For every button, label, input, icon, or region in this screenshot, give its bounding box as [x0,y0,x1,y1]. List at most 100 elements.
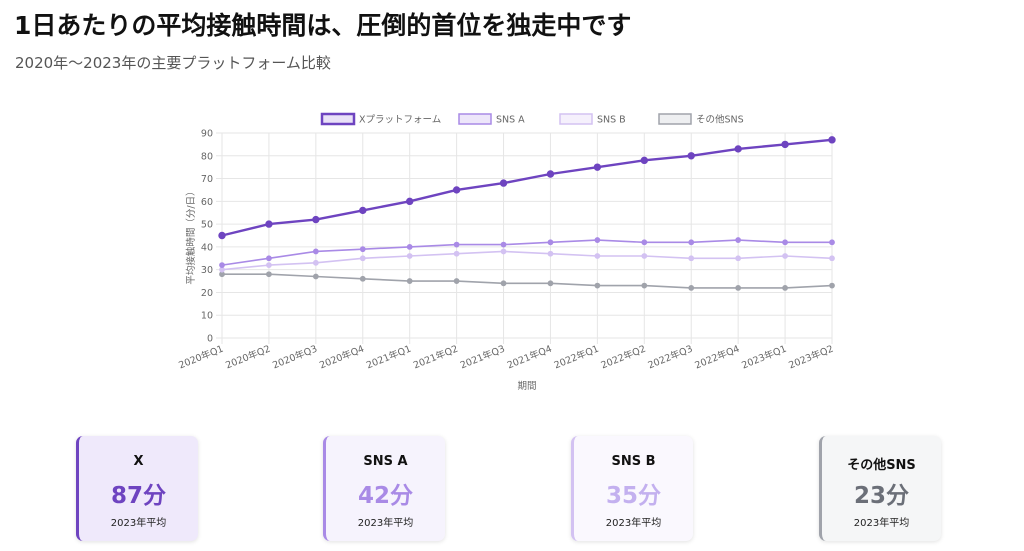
data-point [359,246,366,253]
data-point [219,262,225,269]
data-point [781,140,789,149]
card-note: 2023年平均 [357,518,414,529]
page-title: 1日あたりの平均接触時間は、圧倒的首位を独走中です [14,11,632,40]
data-point [735,237,742,243]
data-point [359,275,366,282]
card-note: 2023年平均 [853,518,910,529]
series-その他SNS [219,271,835,291]
data-point [547,250,554,257]
data-point [453,250,460,257]
data-point [641,253,648,259]
series-SNS B [219,248,835,273]
y-tick-label: 60 [201,197,213,208]
card-value: 35分 [605,483,661,509]
data-point [266,255,272,262]
series-line [221,138,833,237]
x-tick-label: 2020年Q4 [318,343,366,372]
series-SNS A [219,237,835,269]
y-tick-label: 10 [201,311,213,322]
series-Xプラットフォーム [218,136,836,240]
x-tick-label: 2023年Q1 [740,343,788,372]
data-point [266,271,272,278]
summary-card-sns-b: SNS B 35分 2023年平均 [571,436,693,541]
legend-swatch [320,112,356,126]
data-point [782,239,788,246]
y-tick-label: 70 [201,174,213,185]
data-point [688,284,695,291]
card-name: SNS B [611,454,656,469]
data-point [594,253,601,259]
data-point [547,280,554,287]
x-tick-label: 2020年Q2 [224,343,272,372]
data-point [735,255,742,262]
data-point [688,239,695,246]
y-tick-label: 50 [201,220,213,231]
data-point [594,282,601,289]
chart-legend: Xプラットフォーム SNS A SNS B その他SNS [320,112,744,126]
data-point [452,186,461,194]
data-point [500,248,507,255]
page-subtitle: 2020年〜2023年の主要プラットフォーム比較 [15,54,331,72]
data-point [218,231,226,240]
card-name: その他SNS [847,458,916,473]
data-point [829,282,835,289]
line-chart: 0 10 20 30 40 50 60 70 80 90 2020年Q1 2020年Q2 2020年Q3… [177,112,836,392]
legend-label: その他SNS [696,114,744,126]
series-line [221,250,833,271]
data-point [266,262,272,269]
x-axis-label: 期間 [517,381,536,392]
x-tick-label: 2021年Q2 [411,343,459,372]
y-tick-label: 80 [201,151,213,162]
x-tick-label: 2022年Q4 [693,343,741,372]
data-point [405,197,414,206]
data-point [640,156,649,165]
data-point [312,273,319,280]
card-value: 87分 [110,483,166,509]
y-tick-label: 40 [201,242,213,253]
data-point [312,259,319,266]
data-point [312,248,319,255]
data-point [406,253,413,259]
data-point [734,145,742,153]
x-tick-label: 2020年Q3 [271,343,319,372]
data-point [829,255,835,262]
legend-swatch [658,113,692,125]
y-tick-label: 0 [207,334,213,345]
data-point [312,215,320,224]
data-point [406,243,413,250]
data-point [547,239,554,246]
data-point [453,241,460,248]
legend-label: SNS B [597,115,626,126]
y-tick-label: 30 [201,265,213,276]
x-tick-label: 2022年Q3 [646,343,694,372]
card-value: 42分 [357,483,413,509]
x-tick-label: 2022年Q1 [552,343,600,372]
card-name: SNS A [363,454,408,469]
data-point [687,152,695,160]
data-point [406,278,413,284]
y-tick-label: 90 [201,129,213,140]
series-line [222,273,833,289]
data-point [593,163,602,171]
y-axis-label: 平均接触時間（分/日） [185,186,197,284]
data-point [641,239,648,246]
data-point [688,255,695,262]
y-tick-label: 20 [201,288,213,299]
summary-card-x: X 87分 2023年平均 [76,436,198,541]
data-point [265,220,273,228]
x-tick-label: 2021年Q1 [365,343,413,372]
data-point [641,282,648,289]
x-tick-label: 2023年Q2 [787,343,835,372]
data-point [500,280,507,287]
card-name: X [133,454,144,469]
data-point [546,170,555,178]
card-value: 23分 [853,483,909,509]
data-point [594,237,601,243]
data-point [782,253,788,259]
x-tick-label: 2020年Q1 [177,343,225,372]
data-point [359,255,366,262]
x-tick-label: 2022年Q2 [599,343,647,372]
legend-swatch [458,113,492,125]
data-point [829,239,835,246]
summary-card-sns-a: SNS A 42分 2023年平均 [323,436,445,541]
